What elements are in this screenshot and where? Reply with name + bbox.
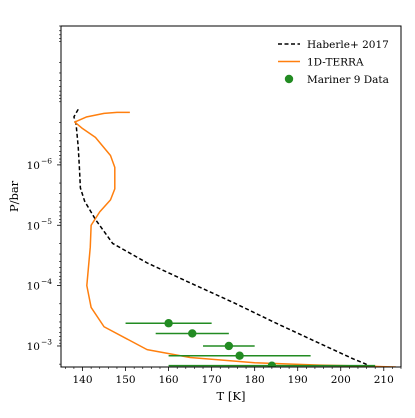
y-axis-label: P/bar xyxy=(7,180,21,212)
y-tick-label-3: 10 xyxy=(27,341,40,353)
x-tick-label-2: 160 xyxy=(159,374,179,386)
legend-label-1: 1D-TERRA xyxy=(307,57,364,69)
x-tick-label-4: 180 xyxy=(245,374,265,386)
y-tick-label-2: 10 xyxy=(27,281,40,293)
legend-label-2: Mariner 9 Data xyxy=(307,74,389,86)
data-point-0 xyxy=(164,319,173,328)
axes: 140 150 160 170 180 190 200 21010−610−510−410−3… xyxy=(7,25,402,403)
x-tick-label-1: 150 xyxy=(116,374,136,386)
x-axis-label: T [K] xyxy=(217,389,246,403)
x-tick-label-5: 190 xyxy=(288,374,308,386)
x-tick-label-3: 170 xyxy=(202,374,222,386)
y-tick-exponent-2: −4 xyxy=(41,277,52,286)
data-point-1 xyxy=(188,329,197,338)
series-line-1 xyxy=(74,111,396,367)
y-tick-exponent-1: −5 xyxy=(41,217,52,226)
y-tick-exponent-0: −6 xyxy=(41,156,52,165)
x-tick-label-6: 200 xyxy=(331,374,351,386)
plot-frame xyxy=(60,25,402,368)
legend: Haberle+ 2017 1D-TERRA Mariner 9 Data xyxy=(278,39,389,86)
y-tick-exponent-3: −3 xyxy=(41,337,52,346)
legend-label-0: Haberle+ 2017 xyxy=(307,39,389,51)
y-tick-label-0: 10 xyxy=(27,160,40,172)
y-tick-label-1: 10 xyxy=(27,220,40,232)
series-line-0 xyxy=(73,108,372,367)
data-point-3 xyxy=(235,351,244,360)
plot-area xyxy=(73,108,396,367)
x-tick-label-0: 140 xyxy=(72,374,92,386)
legend-marker-2 xyxy=(284,74,294,84)
data-point-4 xyxy=(267,361,277,367)
x-tick-label-7: 210 xyxy=(374,374,394,386)
data-point-2 xyxy=(224,341,234,351)
